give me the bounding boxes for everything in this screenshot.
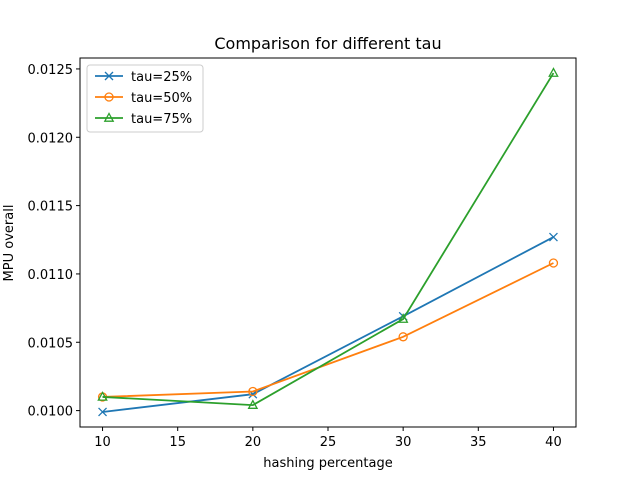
x-tick-label: 30 bbox=[395, 435, 412, 450]
series-2-point bbox=[548, 67, 559, 77]
series-2-point bbox=[397, 313, 409, 323]
y-tick-label: 0.0120 bbox=[28, 131, 74, 146]
y-tick-label: 0.0105 bbox=[28, 336, 74, 351]
series-line-0 bbox=[102, 236, 554, 413]
legend-marker bbox=[104, 92, 114, 102]
x-tick-label: 10 bbox=[94, 435, 111, 450]
legend-marker bbox=[104, 71, 114, 81]
chart-title: Comparison for different tau bbox=[214, 34, 441, 53]
series-1-point bbox=[548, 258, 559, 268]
x-tick-label: 25 bbox=[320, 435, 337, 450]
legend: tau=25% tau=50% tau=75% bbox=[86, 64, 204, 133]
y-tick-label: 0.0110 bbox=[28, 268, 74, 283]
series-2-point bbox=[247, 399, 259, 409]
y-tick-label: 0.0115 bbox=[28, 200, 74, 215]
legend-label: tau=50% bbox=[131, 91, 192, 106]
legend-label: tau=75% bbox=[131, 112, 192, 127]
series-0-point bbox=[98, 407, 108, 417]
series-line-1 bbox=[102, 262, 554, 398]
y-tick-label: 0.0100 bbox=[28, 405, 74, 420]
x-tick-label: 35 bbox=[470, 435, 487, 450]
x-tick-label: 15 bbox=[169, 435, 186, 450]
x-tick-label: 20 bbox=[245, 435, 262, 450]
series-line-2 bbox=[102, 72, 555, 407]
legend-label: tau=25% bbox=[131, 70, 192, 85]
legend-box bbox=[86, 64, 204, 133]
series-0-point bbox=[548, 232, 558, 242]
x-tick-label: 40 bbox=[545, 435, 562, 450]
series-1-point bbox=[248, 386, 258, 397]
series-2-point bbox=[97, 391, 108, 401]
series-1-point bbox=[398, 332, 408, 342]
y-tick-label: 0.0125 bbox=[28, 63, 74, 78]
y-axis-label: MPU overall bbox=[2, 205, 17, 282]
x-axis-label: hashing percentage bbox=[263, 456, 392, 471]
legend-marker bbox=[103, 112, 115, 122]
